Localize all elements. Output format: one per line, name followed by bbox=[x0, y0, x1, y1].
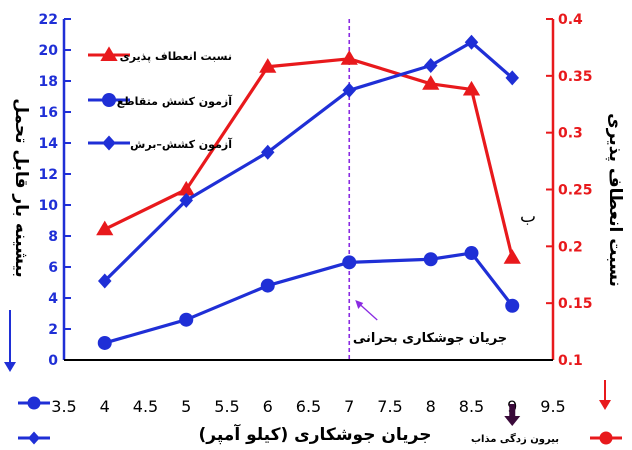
y-left-tick-label: 18 bbox=[39, 74, 58, 90]
series-line-2 bbox=[103, 40, 514, 283]
y-left-tick-label: 14 bbox=[39, 136, 59, 152]
legend-marker-2 bbox=[102, 135, 116, 151]
right-axis-arrow-head bbox=[599, 400, 611, 410]
y-right-tick-label: 0.25 bbox=[558, 183, 593, 199]
data-point-1 bbox=[97, 335, 112, 350]
x-tick-label: 7 bbox=[344, 397, 354, 416]
y-left-tick-label: 16 bbox=[39, 105, 58, 121]
y-axis-right-label: نسبت انعطاف پذیری bbox=[605, 113, 625, 287]
x-tick-label: 4.5 bbox=[133, 397, 158, 416]
y-left-tick-label: 22 bbox=[39, 12, 58, 28]
x-tick-label: 4 bbox=[100, 397, 110, 416]
left-axis-arrow-head bbox=[4, 362, 16, 372]
x-tick-label: 8 bbox=[426, 397, 436, 416]
y-right-tick-label: 0.1 bbox=[558, 353, 583, 369]
legend-marker-0 bbox=[100, 46, 118, 61]
legend-marker-1 bbox=[102, 93, 116, 107]
axis-key-circle bbox=[27, 396, 41, 410]
expulsion-arrow bbox=[509, 404, 516, 418]
legend-label-0: نسبت انعطاف پذیری bbox=[120, 50, 232, 63]
expulsion-label: بیرون زدگی مذاب bbox=[471, 432, 559, 445]
expulsion-arrow-head bbox=[504, 416, 521, 426]
data-point-0 bbox=[462, 80, 481, 96]
x-tick-label: 5 bbox=[181, 397, 191, 416]
data-point-2 bbox=[424, 58, 438, 73]
x-tick-label: 6.5 bbox=[296, 397, 321, 416]
y-left-tick-label: 6 bbox=[48, 260, 58, 276]
x-axis-label: جریان جوشکاری (کیلو آمپر) bbox=[199, 423, 432, 445]
data-point-1 bbox=[179, 312, 194, 327]
axis-key-red-circle bbox=[599, 431, 613, 445]
y-left-tick-label: 4 bbox=[48, 291, 58, 307]
axis-key-diamond bbox=[28, 431, 40, 445]
data-point-1 bbox=[423, 252, 438, 267]
critical-arrow-head bbox=[355, 300, 364, 309]
data-point-2 bbox=[261, 144, 275, 160]
y-right-tick-label: 0.35 bbox=[558, 69, 593, 85]
x-tick-label: 8.5 bbox=[459, 397, 484, 416]
x-tick-label: 3.5 bbox=[51, 397, 76, 416]
y-left-tick-label: 8 bbox=[48, 229, 58, 245]
series-line-0 bbox=[104, 57, 514, 259]
data-point-1 bbox=[464, 246, 479, 261]
data-point-0 bbox=[96, 220, 114, 236]
legend-label-2: آزمون کشش–برش bbox=[130, 137, 232, 151]
data-point-1 bbox=[505, 298, 520, 313]
y-left-tick-label: 2 bbox=[48, 322, 58, 338]
data-point-2 bbox=[464, 34, 479, 50]
y-right-tick-label: 0.4 bbox=[558, 12, 583, 28]
data-point-2 bbox=[179, 192, 193, 208]
y-right-tick-label: 0.15 bbox=[558, 296, 593, 312]
y-right-tick-label: 0.2 bbox=[558, 239, 583, 255]
data-point-2 bbox=[98, 273, 112, 289]
axes-layer: 0 2 4 6 8 10 12 14 16 18 20 22 0.1 0.15 0.2 0.25 0.3 0.35… bbox=[4, 12, 622, 445]
panel-label: ب bbox=[520, 207, 536, 227]
x-tick-label: 5.5 bbox=[214, 397, 239, 416]
data-point-0 bbox=[503, 249, 521, 264]
x-tick-label: 6 bbox=[263, 397, 273, 416]
x-tick-label: 9.5 bbox=[540, 397, 565, 416]
data-point-2 bbox=[505, 70, 519, 86]
legend: نسبت انعطاف پذیری آزمون کشش متقاطع آزمون ک… bbox=[88, 46, 232, 151]
y-left-tick-label: 10 bbox=[39, 198, 59, 214]
y-left-tick-label: 20 bbox=[39, 43, 59, 59]
series-line-1 bbox=[104, 251, 514, 345]
y-left-tick-label: 12 bbox=[39, 167, 58, 183]
critical-current-label: جریان جوشکاری بحرانی bbox=[353, 331, 507, 346]
y-right-tick-label: 0.3 bbox=[558, 126, 583, 142]
y-axis-left-label: بیشینه بار قابل تحمل bbox=[11, 98, 31, 277]
data-point-0 bbox=[340, 50, 358, 65]
x-tick-label: 7.5 bbox=[377, 397, 402, 416]
y-left-tick-label: 0 bbox=[48, 353, 58, 369]
data-point-1 bbox=[342, 255, 357, 270]
legend-label-1: آزمون کشش متقاطع bbox=[117, 94, 232, 108]
data-point-0 bbox=[177, 180, 195, 196]
data-point-2 bbox=[342, 82, 356, 98]
data-point-0 bbox=[259, 58, 277, 73]
data-point-0 bbox=[422, 75, 440, 90]
data-point-1 bbox=[260, 278, 275, 293]
series-layer bbox=[96, 34, 521, 350]
